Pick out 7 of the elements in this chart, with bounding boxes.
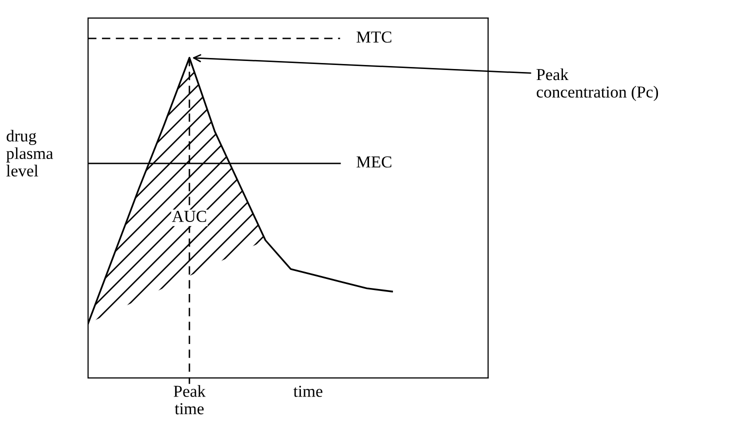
annotation: AUC — [172, 210, 206, 222]
text: Peak time — [174, 385, 206, 414]
ref-line-label: MTC — [356, 31, 392, 43]
y-axis-title: drug plasma level — [6, 130, 54, 176]
ref-line-label: MEC — [356, 156, 392, 168]
x-axis-title: time — [293, 386, 322, 397]
text: Peak concentration (Pc) — [536, 68, 658, 102]
